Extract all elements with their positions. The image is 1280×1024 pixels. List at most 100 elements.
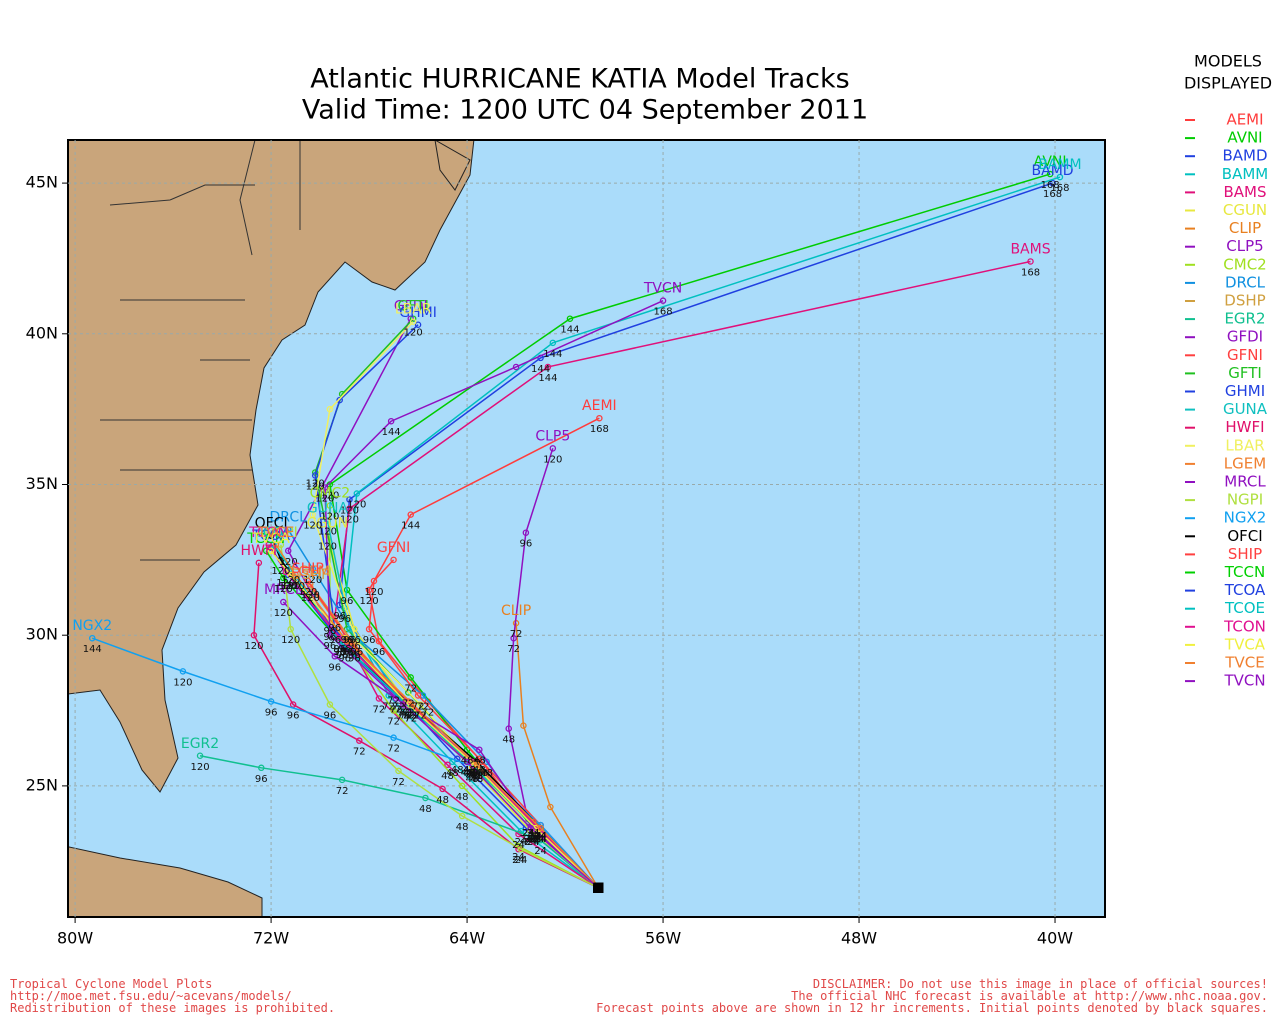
hour-label: 48 [463,765,476,776]
forecast-point [439,785,446,793]
model-label: GHMI [399,305,437,321]
forecast-point [409,315,417,322]
hour-label: 24 [527,828,540,839]
hour-label: 24 [515,837,528,848]
hour-label: 48 [461,768,474,779]
legend-label: TVCE [1224,654,1264,672]
hour-label: 96 [341,647,354,658]
forecast-point [405,689,412,696]
y-tick-label: 35N [26,474,58,493]
forecast-point [331,653,339,660]
forecast-point [324,517,331,524]
x-tick-label: 56W [645,929,681,948]
forecast-point [422,794,429,802]
hour-label: 48 [473,765,486,776]
forecast-point [527,824,535,832]
legend-label: BAMM [1222,165,1268,183]
model-label: SHIP [292,561,324,577]
forecast-point [409,318,417,325]
hour-label: 120 [320,512,339,523]
forecast-point [444,761,451,769]
forecast-point [1046,170,1054,178]
chart-title: Atlantic HURRICANE KATIA Model Tracks [310,64,849,95]
forecast-point [1027,258,1034,265]
legend-label: SHIP [1228,545,1262,563]
forecast-point [356,737,363,744]
footer-left: Tropical Cyclone Model Plots [10,977,212,991]
forecast-point [321,484,329,491]
hour-label: 48 [466,771,479,782]
forecast-point [365,586,373,594]
model-label: CGUN [307,516,348,532]
model-label: GFTI [398,299,429,315]
hour-label: 72 [510,629,523,640]
hour-label: 120 [173,677,192,688]
model-track [324,299,664,889]
hour-label: 120 [279,557,298,568]
forecast-point [512,363,520,371]
hour-label: 120 [364,587,383,598]
hour-label: 24 [527,837,540,848]
y-tick-label: 25N [26,775,58,794]
forecast-point [280,574,287,582]
borders [100,140,301,561]
hour-label: 96 [333,647,346,658]
hour-label: 72 [404,711,417,722]
legend-label: CMC2 [1223,255,1266,273]
hour-label: 96 [333,644,346,655]
hour-label: 96 [333,647,346,658]
hour-label: 24 [522,828,535,839]
model-label: LGEM [290,564,330,580]
hour-label: 72 [399,708,412,719]
hour-label: 96 [333,611,346,622]
model-label: NGX2 [72,618,112,634]
hour-label: 96 [338,653,351,664]
forecast-point [505,725,512,732]
hour-label: 120 [320,490,339,501]
legend-label: NGPI [1227,491,1263,509]
hour-label: 72 [395,704,408,715]
legend-label: LGEM [1224,454,1266,472]
legend-label: GHMI [1225,382,1265,400]
forecast-point [284,547,292,555]
forecast-point [517,845,525,853]
hour-label: 72 [414,711,427,722]
hour-label: 24 [527,834,540,845]
hour-label: 96 [363,635,376,646]
legend-label: CGUN [1223,201,1267,219]
hour-label: 48 [468,771,481,782]
forecast-point [414,692,422,699]
forecast-point [1049,179,1056,187]
forecast-point [476,746,483,753]
hour-label: 168 [1021,267,1040,278]
hour-label: 120 [274,584,293,595]
hour-label: 72 [507,644,520,655]
forecast-point [343,637,351,645]
hour-label: 48 [463,768,476,779]
forecast-point [387,417,395,425]
model-track [199,755,599,889]
model-label: MRCL [264,582,303,598]
hour-label: 48 [473,756,486,767]
forecast-point [304,577,312,585]
hour-label: 120 [306,481,325,492]
forecast-point [407,511,414,518]
forecast-point [417,701,424,708]
forecast-point [375,637,383,645]
hour-label: 72 [387,717,400,728]
hour-label: 120 [279,581,298,592]
legend-label: OFCI [1227,527,1262,545]
island [68,846,263,917]
hour-label: 120 [301,593,320,604]
island [434,140,471,191]
forecast-point [267,698,275,705]
hour-label: 24 [529,834,542,845]
legend-label: TCON [1223,617,1266,635]
y-tick-label: 30N [26,625,58,644]
hour-label: 120 [244,641,263,652]
hour-label: 96 [338,614,351,625]
forecast-point [473,761,481,769]
forecast-point [400,701,407,708]
hour-label: 72 [404,714,417,725]
forecast-point [409,701,417,708]
